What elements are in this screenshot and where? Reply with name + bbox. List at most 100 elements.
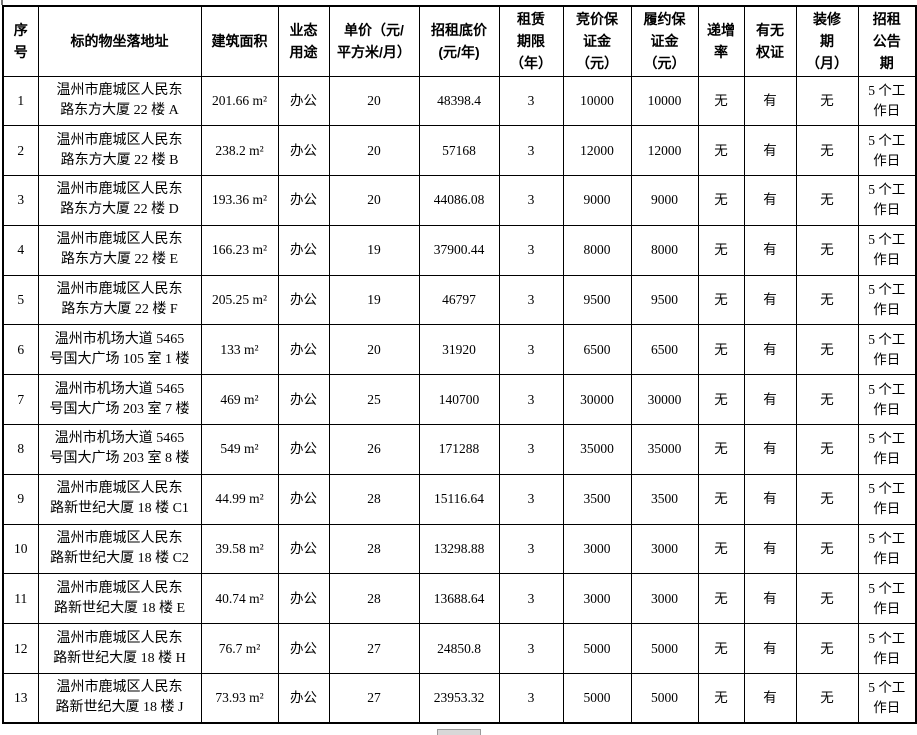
cell-certificate: 有 (743, 75, 797, 127)
cell-address: 温州市机场大道 5465 号国大广场 203 室 8 楼 (37, 424, 202, 475)
cell-bid-deposit: 10000 (562, 75, 632, 127)
cell-lease-term: 3 (498, 175, 564, 226)
cell-announcement-period: 5 个工 作日 (857, 175, 917, 226)
cell-announcement-period: 5 个工 作日 (857, 673, 917, 724)
cell-address: 温州市鹿城区人民东 路东方大厦 22 楼 E (37, 224, 202, 276)
rental-listing-table: 序 号标的物坐落地址 建筑面积 业态 用途 单价（元/ 平方米/月） 招租底价 (元/年… (2, 5, 917, 725)
cell-base-price: 23953.32 (418, 673, 500, 724)
cell-lease-term: 3 (498, 75, 564, 127)
cell-address: 温州市鹿城区人民东 路东方大厦 22 楼 A (37, 75, 202, 127)
cell-lease-term: 3 (498, 374, 564, 426)
col-header-announcement-period: 招租 公告 期 (857, 5, 917, 77)
cell-unit-price: 28 (328, 473, 420, 525)
cell-renovation-period: 无 (795, 75, 859, 127)
cell-area: 39.58 m² (200, 523, 279, 575)
cell-area: 549 m² (200, 424, 279, 475)
table-row: 6 温州市机场大道 5465 号国大广场 105 室 1 楼 133 m² 办公 20 3… (2, 324, 917, 376)
col-header-use: 业态 用途 (277, 5, 330, 77)
cell-bid-deposit: 5000 (562, 623, 632, 675)
cell-announcement-period: 5 个工 作日 (857, 125, 917, 177)
col-header-lease-term: 租赁 期限 （年） (498, 5, 564, 77)
cell-lease-term: 3 (498, 623, 564, 675)
cell-unit-price: 20 (328, 75, 420, 127)
cell-base-price: 48398.4 (418, 75, 500, 127)
cell-announcement-period: 5 个工 作日 (857, 473, 917, 525)
cell-address: 温州市鹿城区人民东 路新世纪大厦 18 楼 H (37, 623, 202, 675)
col-header-address: 标的物坐落地址 (37, 5, 202, 77)
cell-lease-term: 3 (498, 573, 564, 625)
cell-increase-rate: 无 (697, 523, 745, 575)
cell-announcement-period: 5 个工 作日 (857, 424, 917, 475)
cell-serial: 9 (2, 473, 39, 525)
cell-certificate: 有 (743, 523, 797, 575)
cell-renovation-period: 无 (795, 374, 859, 426)
cell-lease-term: 3 (498, 673, 564, 724)
cell-renovation-period: 无 (795, 274, 859, 326)
cell-serial: 2 (2, 125, 39, 177)
cursor-artifact-mark (1, 0, 3, 5)
cell-base-price: 44086.08 (418, 175, 500, 226)
table-row: 3 温州市鹿城区人民东 路东方大厦 22 楼 D 193.36 m² 办公 20 4408… (2, 175, 917, 226)
cell-performance-deposit: 12000 (630, 125, 699, 177)
cell-use: 办公 (277, 224, 330, 276)
cell-bid-deposit: 35000 (562, 424, 632, 475)
cell-announcement-period: 5 个工 作日 (857, 274, 917, 326)
cell-performance-deposit: 3500 (630, 473, 699, 525)
table-row: 10 温州市鹿城区人民东 路新世纪大厦 18 楼 C2 39.58 m² 办公 28 13… (2, 523, 917, 575)
cell-certificate: 有 (743, 623, 797, 675)
cell-renovation-period: 无 (795, 473, 859, 525)
cell-area: 133 m² (200, 324, 279, 376)
cell-unit-price: 20 (328, 175, 420, 226)
cell-lease-term: 3 (498, 424, 564, 475)
cell-increase-rate: 无 (697, 324, 745, 376)
cell-base-price: 24850.8 (418, 623, 500, 675)
cell-serial: 6 (2, 324, 39, 376)
cell-bid-deposit: 9000 (562, 175, 632, 226)
cell-use: 办公 (277, 573, 330, 625)
cell-increase-rate: 无 (697, 573, 745, 625)
cell-use: 办公 (277, 374, 330, 426)
cell-increase-rate: 无 (697, 623, 745, 675)
cell-use: 办公 (277, 523, 330, 575)
cell-increase-rate: 无 (697, 673, 745, 724)
cell-area: 40.74 m² (200, 573, 279, 625)
cell-area: 76.7 m² (200, 623, 279, 675)
cell-announcement-period: 5 个工 作日 (857, 573, 917, 625)
cell-address: 温州市鹿城区人民东 路新世纪大厦 18 楼 E (37, 573, 202, 625)
cell-certificate: 有 (743, 175, 797, 226)
col-header-certificate: 有无 权证 (743, 5, 797, 77)
cell-area: 205.25 m² (200, 274, 279, 326)
cell-area: 166.23 m² (200, 224, 279, 276)
cell-address: 温州市鹿城区人民东 路新世纪大厦 18 楼 C2 (37, 523, 202, 575)
cell-base-price: 171288 (418, 424, 500, 475)
cell-announcement-period: 5 个工 作日 (857, 374, 917, 426)
cell-use: 办公 (277, 424, 330, 475)
cell-unit-price: 19 (328, 224, 420, 276)
cell-unit-price: 25 (328, 374, 420, 426)
cell-performance-deposit: 10000 (630, 75, 699, 127)
cell-renovation-period: 无 (795, 673, 859, 724)
horizontal-scrollbar-thumb[interactable] (437, 729, 481, 735)
cell-address: 温州市鹿城区人民东 路新世纪大厦 18 楼 C1 (37, 473, 202, 525)
cell-address: 温州市鹿城区人民东 路东方大厦 22 楼 D (37, 175, 202, 226)
cell-bid-deposit: 3000 (562, 523, 632, 575)
table-row: 13 温州市鹿城区人民东 路新世纪大厦 18 楼 J 73.93 m² 办公 27 239… (2, 673, 917, 724)
cell-base-price: 37900.44 (418, 224, 500, 276)
cell-base-price: 46797 (418, 274, 500, 326)
cell-serial: 11 (2, 573, 39, 625)
cell-increase-rate: 无 (697, 125, 745, 177)
cell-certificate: 有 (743, 673, 797, 724)
cell-performance-deposit: 3000 (630, 523, 699, 575)
cell-use: 办公 (277, 473, 330, 525)
cell-increase-rate: 无 (697, 424, 745, 475)
table-row: 2 温州市鹿城区人民东 路东方大厦 22 楼 B 238.2 m² 办公 20 57168… (2, 125, 917, 177)
table-row: 5 温州市鹿城区人民东 路东方大厦 22 楼 F 205.25 m² 办公 19 4679… (2, 274, 917, 326)
cell-increase-rate: 无 (697, 274, 745, 326)
col-header-serial: 序 号 (2, 5, 39, 77)
cell-certificate: 有 (743, 274, 797, 326)
cell-renovation-period: 无 (795, 324, 859, 376)
cell-performance-deposit: 9500 (630, 274, 699, 326)
cell-lease-term: 3 (498, 224, 564, 276)
col-header-increase-rate: 递增 率 (697, 5, 745, 77)
cell-base-price: 31920 (418, 324, 500, 376)
